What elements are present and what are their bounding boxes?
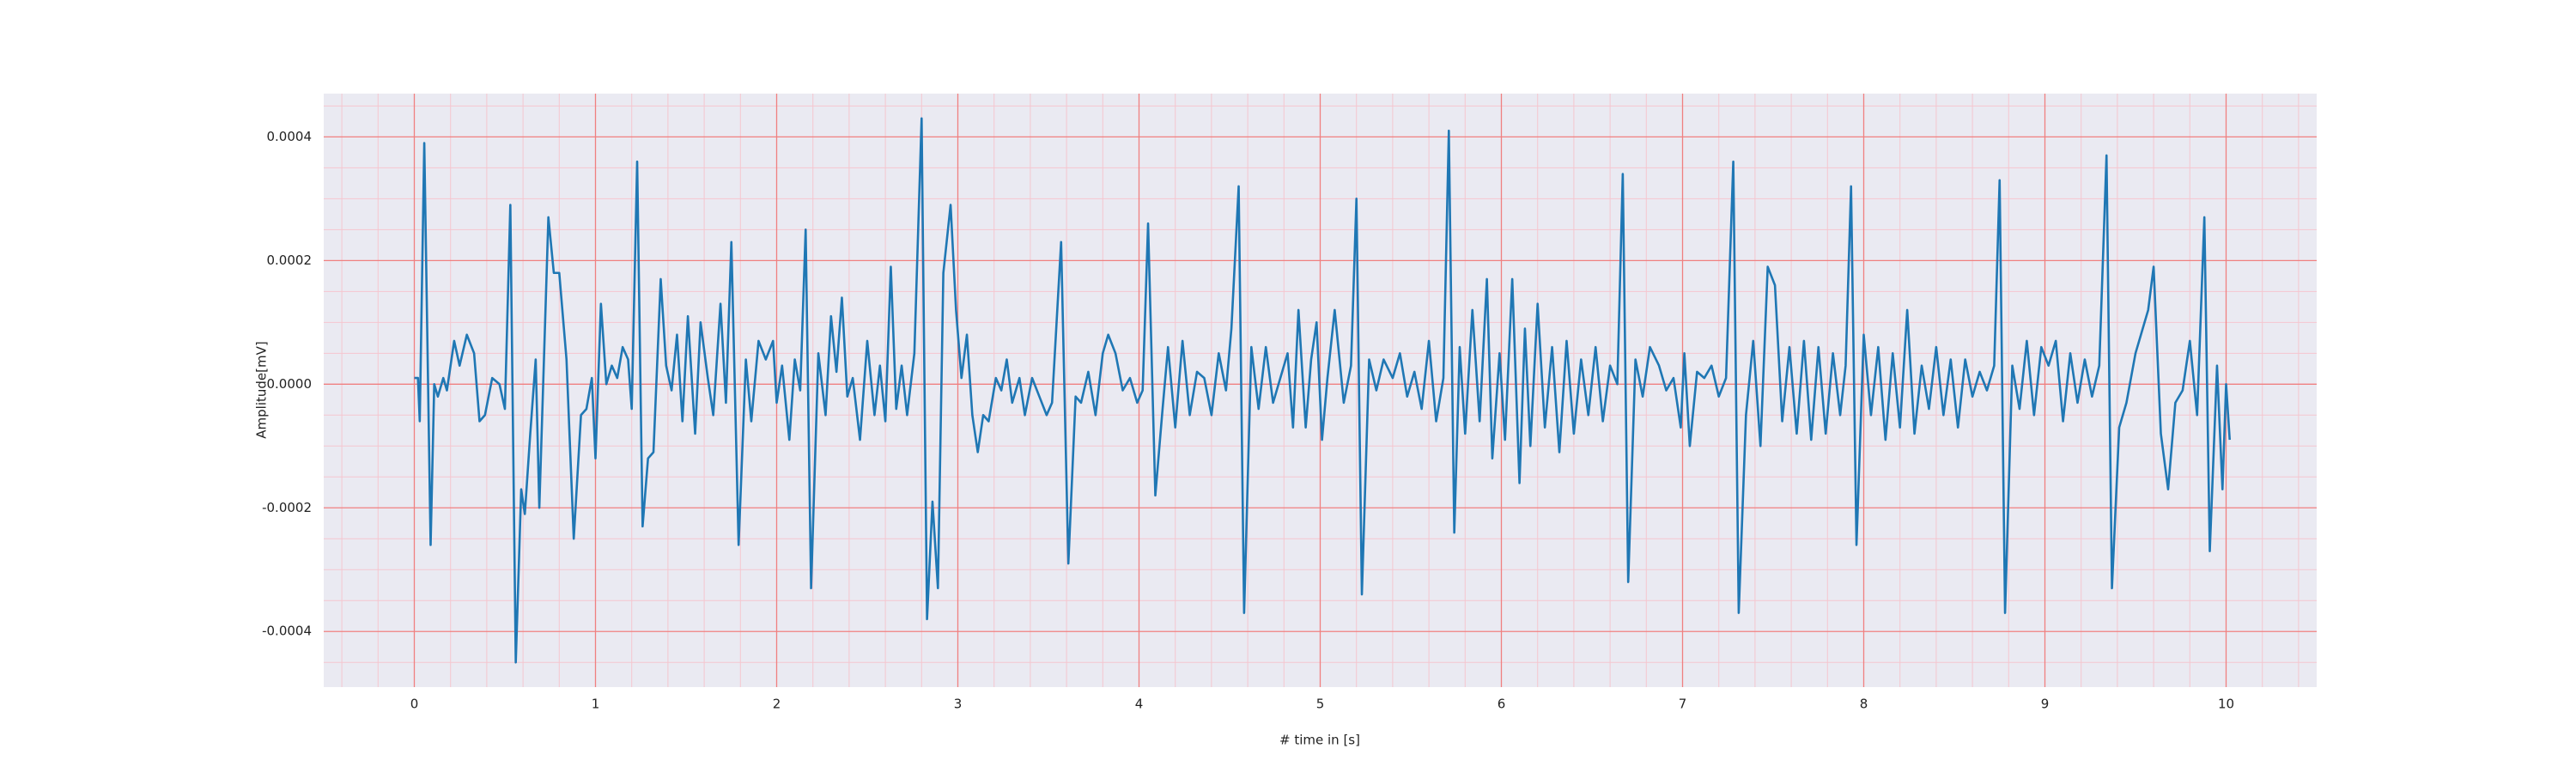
x-tick-label: 2 xyxy=(773,697,781,712)
y-tick-label: -0.0004 xyxy=(262,624,312,639)
x-tick-label: 8 xyxy=(1860,697,1868,712)
x-tick-label: 7 xyxy=(1679,697,1687,712)
y-tick-label: 0.0004 xyxy=(267,129,313,144)
x-tick-label: 4 xyxy=(1135,697,1144,712)
x-tick-label: 1 xyxy=(592,697,600,712)
x-tick-label: 5 xyxy=(1316,697,1325,712)
y-tick-label: -0.0002 xyxy=(262,500,312,515)
x-axis-label: # time in [s] xyxy=(1279,733,1360,748)
x-tick-label: 9 xyxy=(2041,697,2050,712)
y-tick-label: 0.0002 xyxy=(267,253,313,268)
x-tick-label: 3 xyxy=(954,697,963,712)
y-tick-label: 0.0000 xyxy=(267,376,313,392)
y-axis-label: Amplitude[mV] xyxy=(254,341,270,438)
x-tick-label: 6 xyxy=(1498,697,1506,712)
x-tick-label: 0 xyxy=(410,697,419,712)
line-series xyxy=(414,117,2232,664)
x-tick-label: 10 xyxy=(2218,697,2234,712)
plot-area xyxy=(324,94,2317,687)
